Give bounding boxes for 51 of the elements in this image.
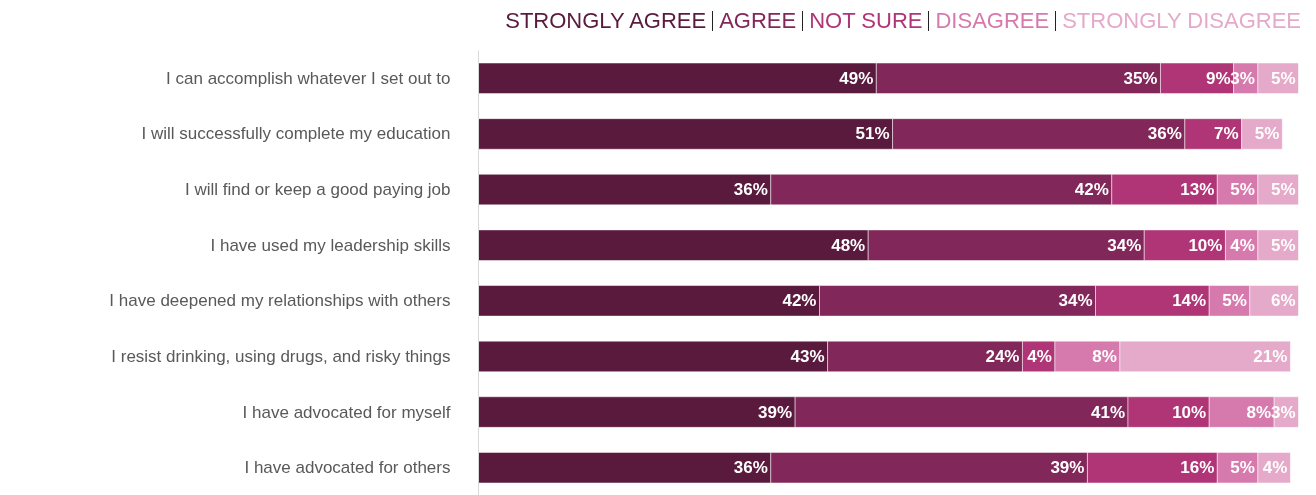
data-label: 51% [855, 124, 890, 144]
data-label: 42% [782, 291, 817, 311]
data-label: 39% [1050, 458, 1085, 478]
data-label: 41% [1090, 402, 1126, 422]
data-label: 36% [733, 180, 768, 200]
y-tick-label: I have used my leadership skills [210, 235, 451, 255]
text: NOT SURE [809, 8, 923, 33]
data-label: 48% [831, 235, 866, 255]
data-label: 10% [1172, 402, 1207, 422]
data-label: 34% [1058, 291, 1093, 311]
data-label: 3% [1270, 402, 1296, 422]
data-label: 14% [1172, 291, 1207, 311]
y-tick-label: I will successfully complete my education [141, 124, 451, 144]
data-label: 9% [1205, 68, 1231, 88]
data-label: 24% [985, 346, 1020, 366]
data-label: 16% [1180, 458, 1215, 478]
data-label: 42% [1074, 180, 1109, 200]
data-label: 39% [758, 402, 793, 422]
y-tick-label: I can accomplish whatever I set out to [166, 68, 451, 88]
y-tick-label: I will find or keep a good paying job [184, 180, 451, 200]
data-label: 8% [1092, 346, 1117, 366]
data-label: 8% [1246, 402, 1272, 422]
data-label: 5% [1222, 291, 1247, 311]
data-label: 4% [1262, 458, 1288, 478]
data-label: 36% [733, 458, 768, 478]
data-label: 10% [1188, 235, 1223, 255]
data-label: 5% [1254, 124, 1280, 144]
data-label: 34% [1107, 235, 1142, 255]
data-label: 43% [790, 346, 825, 366]
data-label: 13% [1180, 180, 1215, 200]
data-label: 5% [1270, 235, 1296, 255]
y-tick-label: I have advocated for myself [242, 402, 451, 422]
data-label: 21% [1253, 346, 1288, 366]
series-label: STRONGLY DISAGREE [1062, 8, 1301, 33]
data-label: 7% [1214, 124, 1239, 144]
series-label: STRONGLY AGREE [505, 8, 707, 33]
data-label: 5% [1230, 180, 1255, 200]
data-label: 35% [1123, 68, 1158, 88]
text: AGREE [719, 8, 797, 33]
data-label: 49% [839, 68, 874, 88]
data-label: 4% [1027, 346, 1052, 366]
data-label: 36% [1147, 124, 1182, 144]
text: DISAGREE [935, 8, 1050, 33]
y-tick-label: I resist drinking, using drugs, and risky things [111, 346, 451, 366]
y-tick-label: I have advocated for others [244, 458, 451, 478]
data-label: 5% [1270, 68, 1296, 88]
data-label: 4% [1230, 235, 1255, 255]
data-label: 5% [1270, 180, 1296, 200]
data-label: 5% [1230, 458, 1255, 478]
data-label: 6% [1270, 291, 1296, 311]
y-tick-label: I have deepened my relationships with others [109, 291, 451, 311]
